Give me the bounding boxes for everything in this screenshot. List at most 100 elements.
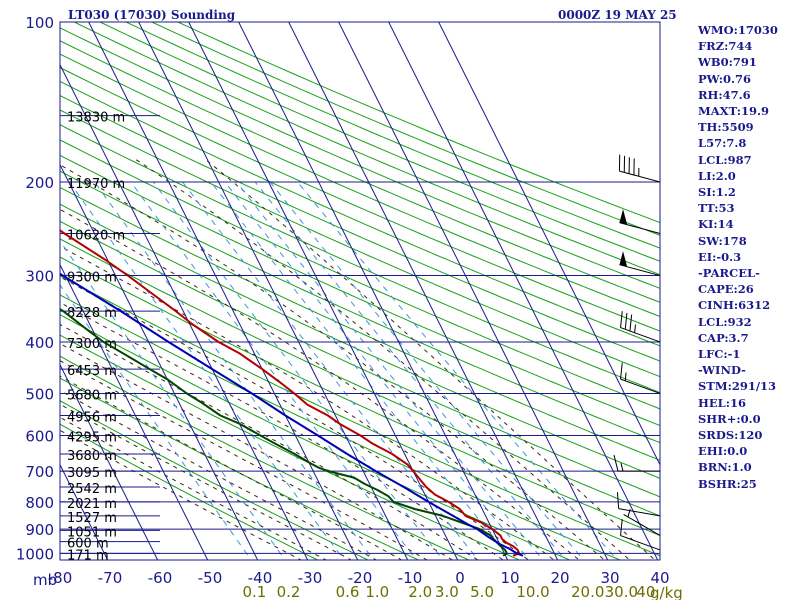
mixing-ratio-line [269,181,585,560]
dry-adiabat-line [60,124,660,394]
wind-barb [619,209,661,234]
index-value: MAXT:19.9 [698,104,769,119]
moist-adiabat-line [132,157,631,560]
index-value: LCL:987 [698,152,752,167]
mixing-ratio-line [94,181,375,560]
wind-barb [616,492,661,517]
temperature-tick-label: -70 [98,569,123,587]
index-value: TT:53 [698,201,735,216]
index-value: CAPE:26 [698,282,754,297]
height-label: 4956 m [67,410,117,425]
valid-time: 0000Z 19 MAY 25 [558,8,677,22]
temperature-tick-label: 0 [455,569,465,587]
isotherm-line [288,22,559,560]
pressure-tick-label: 500 [25,385,54,403]
dry-adiabat-line [60,203,660,479]
wind-barb [620,519,661,551]
dry-adiabat-line [60,238,660,517]
dry-adiabat-line [60,314,571,560]
mixing-ratio-line [152,181,444,560]
mixing-ratio-line [130,181,418,560]
temperature-tick-label: -30 [298,569,323,587]
moist-adiabat-line [60,360,428,560]
index-value: WMO:17030 [698,23,778,37]
dewpoint-trace [60,307,508,557]
index-value: BRN:1.0 [698,460,752,475]
mixing-ratio-line [254,181,567,560]
mixing-ratio-tick-label: 3.0 [435,583,459,600]
index-value: SI:1.2 [698,185,736,200]
height-label: 1527 m [67,511,117,526]
moist-adiabat-line [60,403,353,560]
dry-adiabat-line [60,27,660,289]
temperature-tick-label: -60 [148,569,173,587]
height-label: 4295 m [67,431,117,446]
dry-adiabat-line [124,22,660,249]
index-value: EI:-0.3 [698,249,742,264]
dry-adiabat-line [73,22,660,276]
indices-panel: WMO:17030 FRZ:744 WB0:791 PW:0.76 RH:47.6 MAX… [698,22,798,492]
wind-barb [618,154,661,183]
plot-frame [59,21,661,561]
index-value: KI:14 [698,217,734,232]
mixing-ratio-tick-label: 30.0 [605,583,638,600]
pressure-tick-label: 600 [25,428,54,446]
height-label: 13830 m [67,111,125,126]
mixing-ratio-line [60,240,286,560]
moist-adiabat-line [60,375,403,560]
index-value: SRDS:120 [698,428,763,443]
dry-adiabat-line [60,334,521,560]
isotherm-line [60,463,109,560]
index-value: LCL:932 [698,314,752,329]
pressure-unit-label: mb [33,571,57,589]
moist-adiabat-line [60,164,606,560]
dry-adiabat-line [60,294,622,560]
temperature-tick-label: 40 [650,569,669,587]
mixing-ratio-tick-label: 10.0 [516,583,549,600]
height-label: 171 m [67,548,109,563]
temperature-tick-label: 10 [500,569,519,587]
pressure-tick-label: 400 [25,334,54,352]
index-value: L57:7.8 [698,136,747,151]
height-label: 3680 m [67,449,117,464]
pressure-tick-labels: 100 200 300 400 500 600 700 800 900 1000 [16,14,54,563]
pressure-tick-label: 1000 [16,545,54,563]
dry-adiabat-line [60,170,660,444]
temperature-tick-label: -20 [348,569,373,587]
isotherm-line [338,22,609,560]
height-label: 9300 m [67,271,117,286]
height-label: 3095 m [67,466,117,481]
index-value: EHI:0.0 [698,444,748,459]
index-value: SW:178 [698,233,747,248]
dry-adiabat-line [60,377,420,560]
mixing-ratio-tick-label: 20.0 [571,583,604,600]
pressure-tick-label: 800 [25,494,54,512]
mixing-ratio-tick-label: 5.0 [470,583,494,600]
height-label: 1051 m [67,525,117,540]
dry-adiabat-line [60,95,660,362]
height-label: 7300 m [67,337,117,352]
height-label: 6453 m [67,364,117,379]
mixing-ratio-tick-label: 0.1 [243,583,267,600]
moist-adiabat-line [60,416,328,560]
index-value: FRZ:744 [698,39,753,54]
mixing-ratio-line [210,181,514,560]
isotherm-line [60,263,209,560]
isotherm-line [438,22,660,466]
isotherm-line [0,22,60,565]
sounding-traces [60,229,524,557]
height-label: 11970 m [67,177,125,192]
mixing-ratio-line [224,181,530,560]
dry-adiabat-line [60,220,660,498]
dry-adiabat-line [60,423,319,560]
dry-adiabat-line [60,275,660,557]
height-label: 8228 m [67,306,117,321]
wind-barb [619,251,661,277]
dry-adiabat-line [60,40,660,303]
pressure-tick-label: 100 [25,14,54,32]
dry-adiabat-line [60,67,660,332]
isotherm-line [60,163,259,560]
index-value: STM:291/13 [698,379,777,394]
